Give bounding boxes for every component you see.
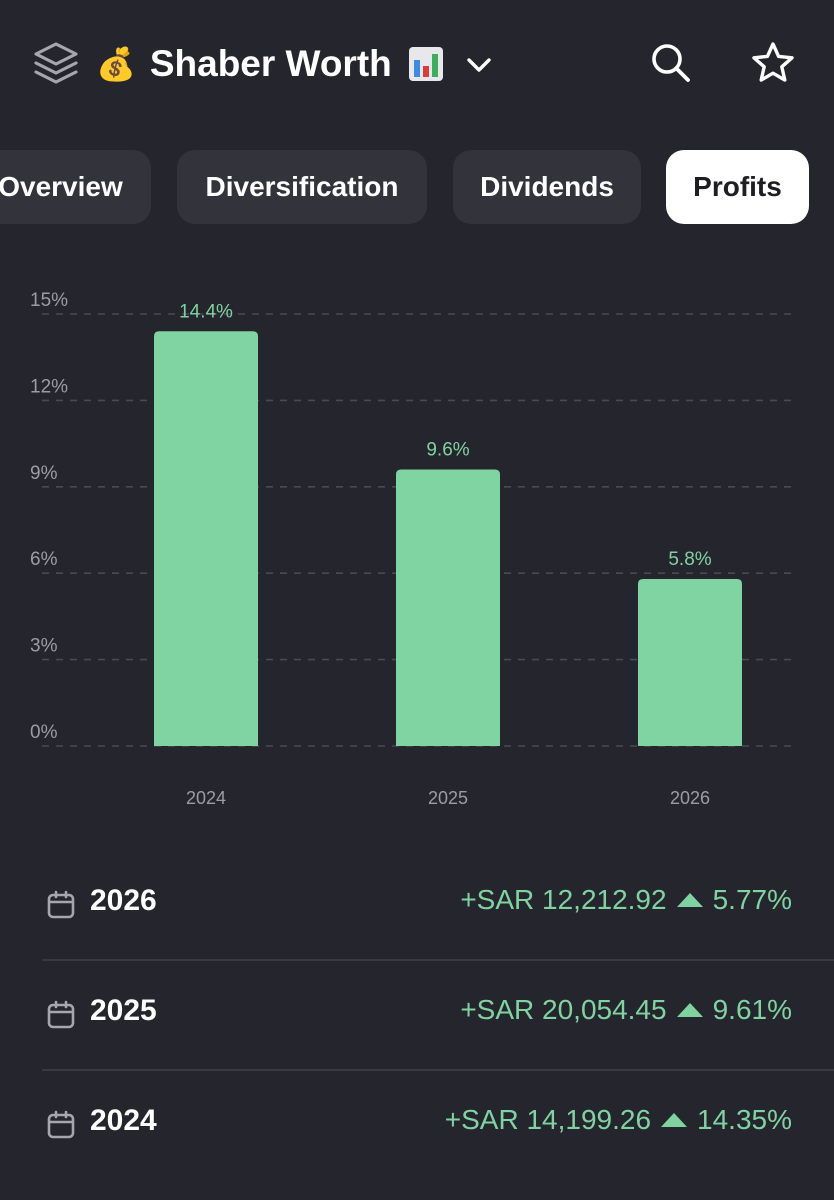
calendar-icon (47, 890, 75, 919)
tab-label: Diversification (205, 171, 399, 202)
x-tick-label: 2026 (670, 788, 710, 808)
search-icon[interactable] (648, 40, 692, 84)
star-icon[interactable] (750, 40, 796, 86)
profit-amount: +SAR 12,212.92 (460, 884, 667, 915)
up-triangle-icon (676, 893, 703, 907)
up-triangle-icon (661, 1113, 688, 1127)
list-item[interactable]: 2025 +SAR 20,054.45 9.61% (0, 960, 834, 1070)
tab-overview[interactable]: Overview (0, 150, 151, 224)
tab-diversification[interactable]: Diversification (177, 150, 427, 224)
divider (42, 959, 834, 961)
bar-value-label: 14.4% (179, 301, 233, 322)
profit-amount: +SAR 14,199.26 (444, 1104, 652, 1135)
row-profit: +SAR 12,212.92 5.77% (460, 884, 792, 916)
y-tick-label: 15% (30, 290, 68, 311)
bar-value-label: 9.6% (426, 440, 469, 461)
row-year: 2024 (90, 1104, 157, 1137)
bar (154, 331, 258, 746)
calendar-icon (47, 1000, 75, 1029)
y-tick-label: 0% (30, 722, 58, 743)
divider (42, 1069, 834, 1071)
bar (638, 578, 742, 746)
y-tick-label: 9% (30, 463, 58, 484)
money-bag-icon: 💰 (96, 46, 136, 82)
profits-bar-chart: 0% 3% 6% 9% 12% 15% 14.4% 2024 9.6% 2025 5.8% 2026 (0, 270, 834, 830)
profit-percent: 14.35% (697, 1104, 792, 1135)
calendar-icon (47, 1110, 75, 1139)
y-tick-label: 6% (30, 549, 58, 570)
row-year: 2026 (90, 884, 157, 917)
tab-bar: Overview Diversification Dividends Profi… (0, 150, 834, 224)
list-item[interactable]: 2026 +SAR 12,212.92 5.77% (0, 850, 834, 960)
tab-profits[interactable]: Profits (666, 150, 809, 224)
tab-label: Profits (693, 171, 782, 202)
row-profit: +SAR 20,054.45 9.61% (460, 994, 792, 1026)
layers-icon[interactable] (30, 38, 82, 90)
portfolio-title[interactable]: 💰 Shaber Worth (96, 38, 444, 90)
chart-canvas: 0% 3% 6% 9% 12% 15% 14.4% 2024 9.6% 2025 5.8% 2026 (30, 290, 794, 808)
profit-percent: 9.61% (712, 994, 792, 1025)
list-item[interactable]: 2024 +SAR 14,199.26 14.35% (0, 1070, 834, 1180)
row-profit: +SAR 14,199.26 14.35% (445, 1104, 792, 1136)
profit-percent: 5.77% (712, 884, 792, 915)
header: 💰 Shaber Worth (0, 0, 834, 125)
bar-value-label: 5.8% (668, 549, 711, 570)
row-year: 2025 (90, 994, 157, 1027)
y-tick-label: 3% (30, 636, 58, 657)
up-triangle-icon (676, 1003, 703, 1017)
bar (396, 469, 500, 746)
tab-label: Dividends (480, 171, 614, 202)
portfolio-name: Shaber Worth (149, 43, 392, 84)
bar-chart-emoji-icon (408, 47, 443, 81)
y-tick-label: 12% (30, 376, 68, 397)
x-tick-label: 2024 (186, 788, 226, 808)
tab-label: Overview (0, 171, 123, 202)
tab-dividends[interactable]: Dividends (453, 150, 641, 224)
chevron-down-icon[interactable] (462, 48, 496, 82)
profit-amount: +SAR 20,054.45 (460, 994, 667, 1025)
x-tick-label: 2025 (428, 788, 468, 808)
